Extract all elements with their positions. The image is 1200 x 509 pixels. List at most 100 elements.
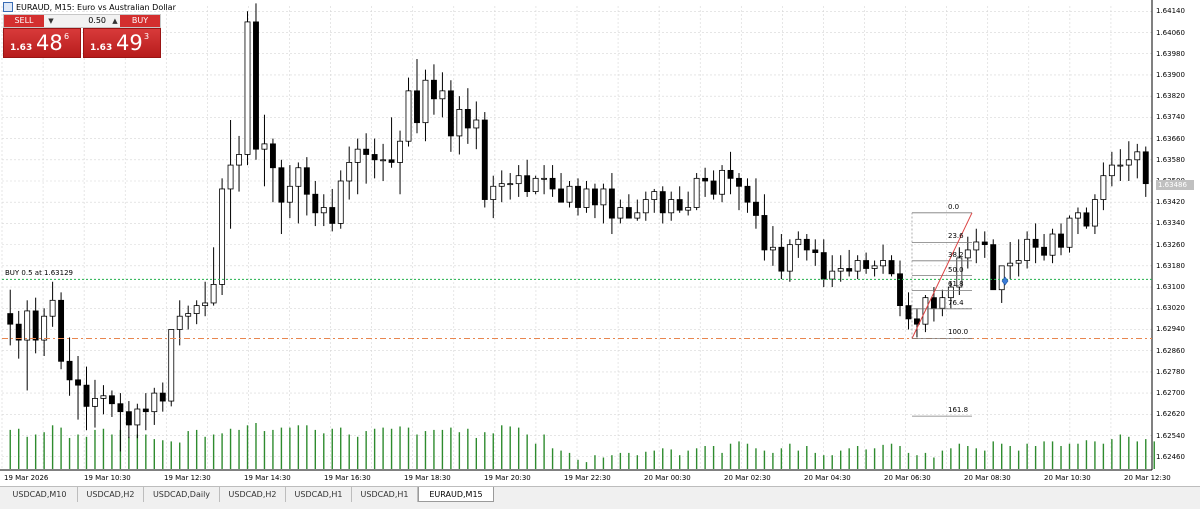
price-axis-label: 1.63100 — [1156, 283, 1185, 292]
bearish-candle — [371, 154, 378, 161]
one-click-trading-panel: SELL ▼ 0.50 ▲ BUY 1.63 48 6 1.63 49 3 — [3, 14, 161, 58]
bullish-candle — [1100, 175, 1107, 200]
bullish-candle — [617, 207, 624, 219]
bearish-candle — [778, 246, 785, 272]
bearish-candle — [414, 90, 420, 124]
bullish-candle — [1015, 260, 1022, 264]
bearish-candle — [66, 360, 73, 381]
bearish-candle — [269, 143, 276, 169]
bullish-candle — [439, 90, 446, 100]
bullish-candle — [964, 249, 971, 259]
bullish-candle — [685, 207, 692, 211]
price-axis-label: 1.62540 — [1156, 431, 1185, 440]
fib-level-label: 76.4 — [948, 298, 964, 307]
bearish-candle — [117, 403, 124, 413]
bearish-candle — [710, 180, 717, 195]
bearish-candle — [481, 119, 488, 200]
time-axis-label: 19 Mar 14:30 — [244, 474, 291, 482]
time-axis-label: 20 Mar 02:30 — [724, 474, 771, 482]
price-axis-label: 1.64140 — [1156, 7, 1185, 16]
bullish-candle — [668, 199, 675, 214]
bearish-candle — [549, 177, 556, 190]
bearish-candle — [897, 273, 903, 307]
chart-tab[interactable]: USDCAD,H1 — [286, 487, 352, 502]
chart-tab[interactable]: USDCAD,H2 — [220, 487, 286, 502]
bullish-candle — [600, 188, 607, 206]
bullish-candle — [320, 207, 327, 214]
bearish-candle — [447, 90, 454, 137]
buy-order-label: BUY 0.5 at 1.63129 — [5, 269, 73, 277]
bearish-candle — [676, 199, 683, 211]
bearish-candle — [75, 379, 81, 386]
buy-tab-label[interactable]: BUY — [120, 15, 160, 27]
price-axis-label: 1.62700 — [1156, 389, 1185, 398]
time-axis-label: 19 Mar 10:30 — [84, 474, 131, 482]
bullish-candle — [1049, 233, 1056, 256]
bullish-candle — [337, 180, 344, 224]
volume-spinner-icon[interactable]: ▲ — [112, 17, 118, 25]
bearish-candle — [83, 384, 90, 407]
fib-level-label: 38.2 — [948, 250, 964, 259]
bullish-candle — [769, 246, 776, 251]
bearish-candle — [1041, 246, 1048, 256]
bullish-candle — [134, 408, 141, 426]
buy-price-pips: 49 — [116, 31, 143, 55]
bearish-candle — [761, 215, 768, 251]
chart-tab[interactable]: EURAUD,M15 — [418, 487, 494, 502]
buy-button[interactable]: 1.63 49 3 — [83, 28, 161, 58]
bearish-candle — [329, 207, 336, 224]
bullish-candle — [236, 154, 242, 166]
bullish-candle — [100, 395, 107, 399]
trade-panel-toolbar: SELL ▼ 0.50 ▲ BUY — [3, 14, 161, 28]
bearish-candle — [253, 21, 259, 150]
chart-grid — [0, 0, 1153, 471]
bearish-candle — [820, 252, 827, 280]
bullish-candle — [956, 257, 963, 288]
bullish-candle — [346, 162, 353, 182]
chart-tab[interactable]: USDCAD,H2 — [78, 487, 144, 502]
bullish-candle — [490, 185, 497, 200]
chart-tab[interactable]: USDCAD,Daily — [144, 487, 220, 502]
volume-dropdown-icon[interactable]: ▼ — [48, 17, 54, 25]
bullish-candle — [829, 270, 836, 280]
time-axis-label: 19 Mar 16:30 — [324, 474, 371, 482]
bullish-candle — [185, 313, 192, 317]
bearish-candle — [1083, 212, 1090, 227]
price-axis-label: 1.63820 — [1156, 92, 1185, 101]
bullish-candle — [354, 148, 361, 163]
bullish-candle — [1075, 212, 1081, 219]
bearish-candle — [905, 305, 912, 320]
bullish-candle — [397, 140, 403, 163]
bearish-candle — [744, 185, 751, 203]
buy-price-prefix: 1.63 — [90, 43, 113, 53]
price-axis-label: 1.63980 — [1156, 49, 1185, 58]
bearish-candle — [278, 167, 285, 203]
price-axis-label: 1.63180 — [1156, 261, 1185, 270]
price-axis-label: 1.63740 — [1156, 113, 1185, 122]
bullish-candle — [634, 212, 641, 219]
time-axis-label: 19 Mar 20:30 — [484, 474, 531, 482]
time-axis-label: 20 Mar 00:30 — [644, 474, 691, 482]
chart-title-bar: EURAUD, M15: Euro vs Australian Dollar — [3, 1, 176, 13]
bullish-candle — [651, 191, 658, 200]
volume-input[interactable]: 0.50 — [88, 16, 106, 25]
chart-tab[interactable]: USDCAD,H1 — [352, 487, 418, 502]
bearish-candle — [7, 313, 14, 325]
bullish-candle — [583, 188, 590, 208]
bullish-candle — [151, 392, 158, 413]
bullish-candle — [795, 238, 802, 246]
bearish-candle — [575, 185, 581, 208]
fib-level-label: 50.0 — [948, 265, 964, 274]
bullish-candle — [168, 329, 175, 402]
price-axis-label: 1.63340 — [1156, 219, 1185, 228]
price-axis-label: 1.62460 — [1156, 452, 1185, 461]
bullish-candle — [1125, 159, 1132, 166]
fib-level-label: 161.8 — [948, 406, 969, 415]
sell-button[interactable]: 1.63 48 6 — [3, 28, 81, 58]
price-axis-label: 1.62780 — [1156, 367, 1185, 376]
time-axis-label: 19 Mar 22:30 — [564, 474, 611, 482]
chart-tab[interactable]: USDCAD,M10 — [2, 487, 78, 502]
sell-tab-label[interactable]: SELL — [4, 15, 44, 27]
bearish-candle — [303, 167, 310, 195]
